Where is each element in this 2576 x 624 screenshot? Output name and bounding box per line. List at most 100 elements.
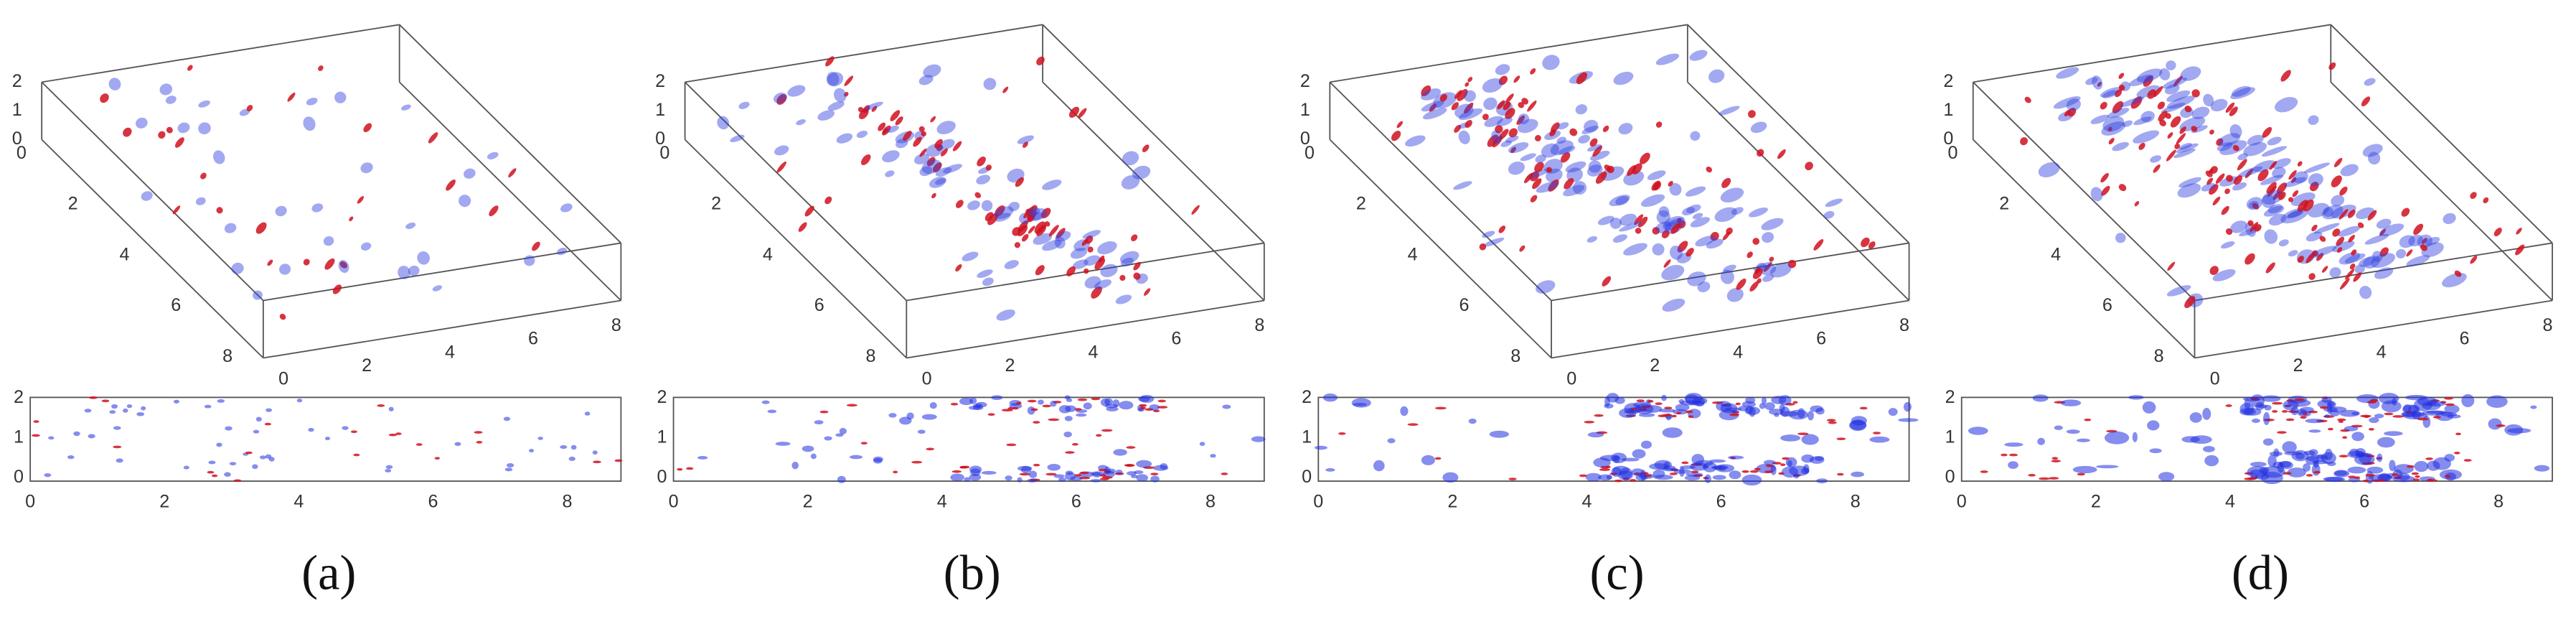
blob	[923, 64, 941, 78]
blob	[844, 92, 849, 97]
strip-blob	[229, 462, 237, 466]
blob	[2374, 267, 2394, 279]
strip-blob	[1673, 469, 1692, 474]
blob	[1028, 207, 1040, 216]
strip-blob	[2432, 416, 2441, 419]
strip-blob	[2417, 417, 2429, 421]
strip-blob	[2329, 410, 2340, 416]
blob	[2167, 132, 2173, 139]
blob	[363, 123, 372, 133]
strip-blob	[686, 467, 694, 470]
blob	[1458, 130, 1470, 144]
blob	[1762, 232, 1774, 243]
blob	[2275, 97, 2298, 113]
strip-blob	[1780, 434, 1801, 442]
strip-x-tick-label: 4	[937, 491, 947, 511]
blob	[1602, 276, 1612, 287]
blob	[1587, 164, 1603, 177]
blob	[918, 75, 934, 85]
strip-blob	[2440, 412, 2457, 417]
strip-blob	[835, 433, 844, 437]
blob	[913, 136, 922, 147]
strip-blob	[1629, 479, 1637, 482]
strip-blob	[1038, 399, 1044, 405]
blob	[836, 133, 853, 144]
blob	[2140, 111, 2155, 123]
blob	[2128, 74, 2154, 87]
blob	[2100, 172, 2109, 183]
blob	[1823, 210, 1835, 219]
strip-blob	[1012, 406, 1019, 410]
blob	[941, 148, 948, 157]
strip-blob	[529, 449, 535, 453]
blob	[1726, 227, 1733, 235]
blob	[2267, 204, 2283, 214]
blob	[1498, 225, 1506, 233]
blob	[1518, 102, 1524, 108]
blob	[1097, 241, 1117, 255]
blob	[2264, 229, 2278, 244]
strip-blob	[1872, 432, 1881, 434]
blob	[2292, 190, 2299, 197]
strip-blob	[211, 474, 218, 478]
blob	[2161, 103, 2186, 113]
strip-blob	[1614, 479, 1623, 483]
blob	[360, 162, 373, 174]
blob	[408, 265, 420, 276]
strip-blob	[2444, 396, 2453, 400]
z-tick-label: 2	[655, 71, 665, 91]
z-tick-label: 1	[1300, 100, 1310, 120]
strip-blob	[84, 409, 92, 413]
depth-tick-label: 0	[659, 143, 669, 163]
blob	[2425, 236, 2440, 246]
strip-blob	[1585, 472, 1602, 482]
strip-blob	[2308, 429, 2321, 433]
strip-blob	[1662, 427, 1683, 438]
blob	[981, 200, 993, 212]
blob	[1690, 217, 1711, 228]
strip-blob	[1761, 396, 1767, 405]
blob	[2339, 278, 2350, 290]
strip-blob	[1017, 477, 1023, 483]
box-edge	[1973, 24, 2331, 83]
box-edge	[41, 139, 264, 359]
blob	[1015, 177, 1024, 187]
blob	[1542, 55, 1560, 70]
blob	[914, 153, 930, 164]
blob	[2133, 130, 2160, 144]
blob	[2252, 160, 2276, 172]
strip-blob	[2426, 410, 2447, 414]
strip-blob	[991, 395, 1003, 401]
blob	[1070, 247, 1088, 259]
blob	[2340, 164, 2359, 177]
blob	[1663, 259, 1671, 268]
blob	[2159, 68, 2171, 80]
strip-blob	[1434, 457, 1442, 460]
blob	[2115, 89, 2123, 98]
strip-blob	[1029, 470, 1038, 478]
blob	[1465, 82, 1470, 87]
strip-blob	[1599, 468, 1611, 471]
strip-blob	[2370, 399, 2379, 402]
blob	[1686, 248, 1694, 257]
strip-blob	[1807, 411, 1814, 421]
blob	[827, 72, 844, 87]
strip-blob	[2281, 410, 2288, 413]
blob	[776, 94, 787, 105]
depth-tick-label: 2	[711, 194, 721, 214]
strip-blob	[1611, 467, 1622, 478]
x-tick-label: 4	[2377, 342, 2387, 362]
strip-blob	[1042, 404, 1051, 408]
blob	[2361, 96, 2371, 107]
depth-tick-label: 8	[1510, 346, 1520, 366]
strip-blob	[1680, 465, 1696, 470]
blob	[2247, 134, 2264, 146]
blob	[556, 247, 568, 256]
blob	[464, 168, 476, 179]
blob	[1453, 181, 1472, 190]
strip-blob	[1579, 474, 1587, 478]
blob	[2232, 144, 2239, 152]
strip-blob	[1090, 479, 1101, 483]
strip-blob	[2327, 427, 2333, 431]
z-tick-label: 0	[1943, 129, 1953, 149]
